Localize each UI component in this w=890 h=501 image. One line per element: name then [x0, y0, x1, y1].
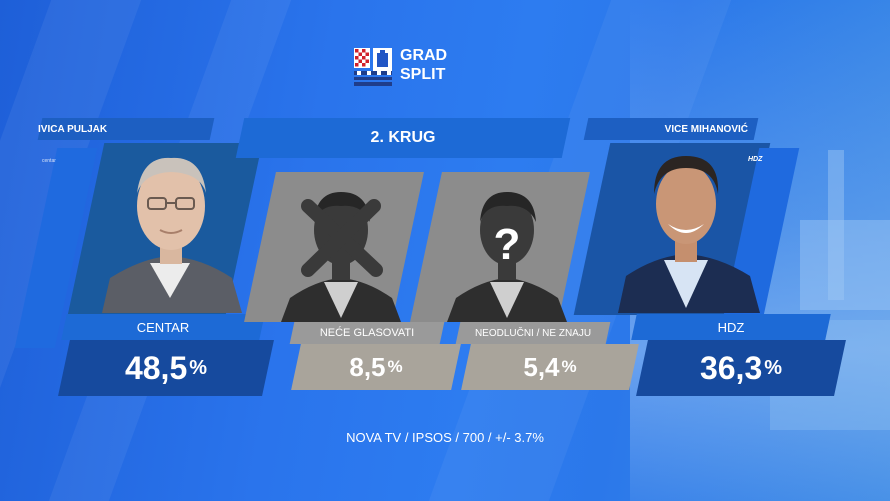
left-party-label: CENTAR: [136, 319, 190, 335]
round-label: 2. KRUG: [370, 129, 436, 146]
undecided-value: 5,4%: [466, 344, 634, 390]
left-tag: centar: [42, 158, 56, 164]
question-mark-icon: ?: [493, 220, 521, 269]
right-candidate-photo: [618, 156, 760, 313]
left-value-number: 48,5: [124, 349, 188, 386]
undecided-unit: %: [561, 357, 577, 376]
right-tag: HDZ: [748, 156, 763, 163]
wont-vote-value: 8,5%: [296, 344, 456, 390]
bell-tower: [828, 150, 844, 300]
left-candidate-photo: [102, 157, 242, 313]
right-value-unit: %: [764, 356, 783, 379]
cross-mark-icon: [301, 199, 383, 277]
city-title-line1: GRAD: [400, 47, 448, 64]
right-party-label: HDZ: [717, 319, 745, 335]
right-value-number: 36,3: [699, 349, 763, 386]
city-title: GRAD SPLIT: [400, 46, 447, 84]
person-silhouette-icon: [447, 192, 567, 322]
undecided-number: 5,4: [523, 351, 560, 382]
city-title-line2: SPLIT: [400, 66, 446, 83]
wont-vote-unit: %: [387, 357, 403, 376]
left-value: 48,5%: [64, 340, 268, 396]
left-value-unit: %: [189, 356, 208, 379]
poll-source: NOVA TV / IPSOS / 700 / +/- 3.7%: [346, 430, 544, 445]
undecided-label: NEODLUČNI / NE ZNAJU: [474, 327, 592, 339]
right-value: 36,3%: [642, 340, 840, 396]
split-coat-of-arms-icon: [354, 48, 392, 86]
buildings: [800, 220, 890, 310]
left-candidate-name: IVICA PULJAK: [38, 123, 108, 135]
wont-vote-label: NEĆE GLASOVATI: [319, 327, 415, 339]
wont-vote-number: 8,5: [349, 351, 386, 382]
right-candidate-name: VICE MIHANOVIĆ: [664, 123, 748, 135]
